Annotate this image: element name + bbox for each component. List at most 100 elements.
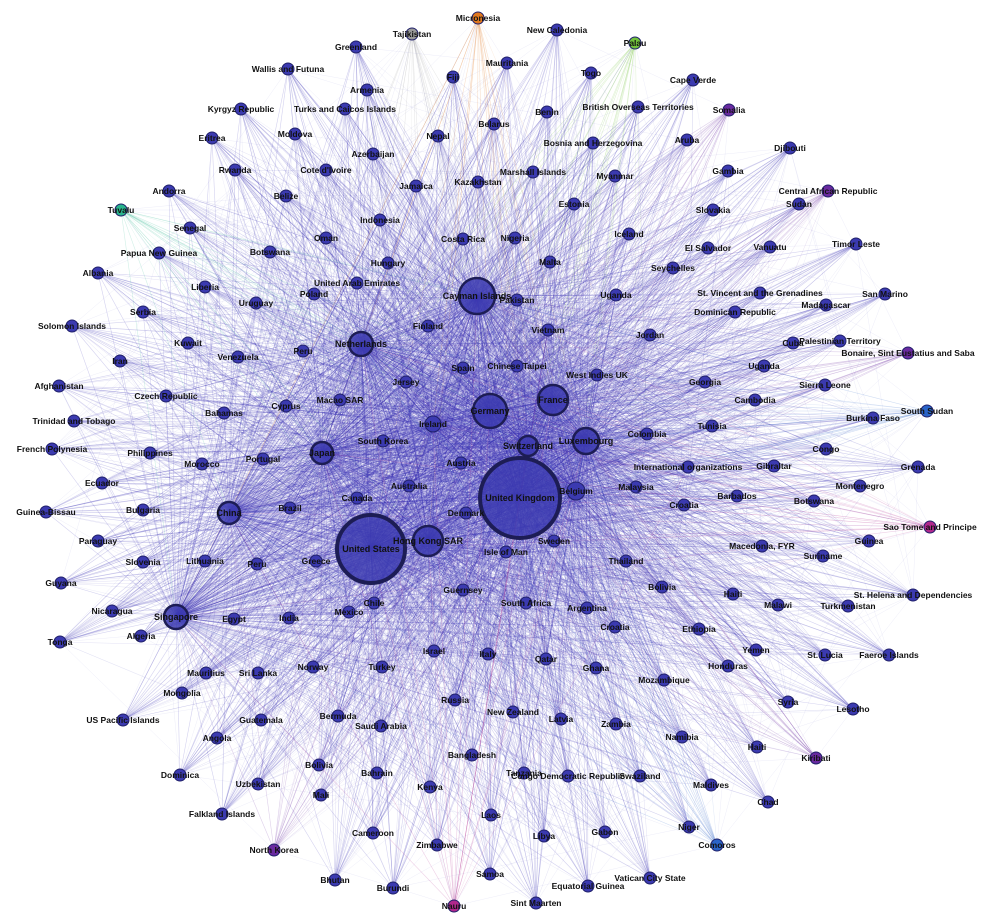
edge <box>370 262 389 550</box>
edge <box>427 17 479 542</box>
edge <box>506 62 554 401</box>
edge <box>370 135 439 550</box>
edge <box>462 329 549 369</box>
edge <box>360 343 429 542</box>
edge <box>547 209 714 331</box>
edge <box>370 123 495 550</box>
edge <box>175 106 639 618</box>
edge <box>321 299 518 454</box>
edge <box>387 262 491 412</box>
edge <box>506 62 587 442</box>
edge <box>489 294 617 412</box>
edge <box>187 342 616 628</box>
edge <box>142 311 383 668</box>
edge <box>168 190 518 367</box>
edge <box>427 111 548 542</box>
edge <box>476 295 587 442</box>
edge <box>204 286 554 401</box>
edge <box>355 46 462 464</box>
edge <box>234 169 362 345</box>
edge <box>649 334 685 506</box>
edge <box>427 238 464 542</box>
edge <box>727 170 738 497</box>
edge <box>575 147 791 492</box>
edge <box>211 137 648 435</box>
edge <box>355 46 362 345</box>
edge <box>71 133 296 327</box>
edge <box>289 262 389 509</box>
edge <box>355 46 434 425</box>
edge <box>596 334 651 376</box>
edge <box>387 262 434 425</box>
edge <box>325 169 372 550</box>
edge <box>339 106 639 401</box>
edge <box>294 133 527 604</box>
edge <box>360 171 534 345</box>
edge <box>549 261 689 468</box>
edge <box>432 139 688 425</box>
edge <box>462 238 491 412</box>
edge <box>477 17 555 542</box>
edge <box>59 293 886 643</box>
edge <box>234 169 736 313</box>
edge <box>427 123 495 542</box>
edge <box>432 123 495 425</box>
edge <box>489 79 694 412</box>
edge <box>189 227 429 542</box>
edge <box>552 190 829 401</box>
edge <box>427 238 464 542</box>
edge <box>122 237 516 721</box>
edge <box>585 203 800 442</box>
edge <box>211 137 529 447</box>
edge <box>285 195 537 904</box>
edge <box>553 342 794 542</box>
edge <box>476 72 592 297</box>
edge <box>489 175 616 412</box>
edge <box>575 79 694 492</box>
edge <box>360 209 714 345</box>
edge <box>506 62 577 492</box>
edge <box>325 135 439 239</box>
edge <box>325 237 554 401</box>
edge <box>489 237 516 412</box>
edge <box>211 137 577 492</box>
edge <box>516 299 587 442</box>
edge <box>460 243 857 464</box>
edge <box>432 237 516 425</box>
edge <box>427 17 479 542</box>
edge <box>175 247 709 618</box>
edge <box>360 238 464 345</box>
edge <box>269 251 587 442</box>
edge <box>489 123 495 412</box>
edge <box>321 123 495 454</box>
edge <box>321 295 478 454</box>
edge <box>321 109 730 454</box>
edge <box>585 109 730 442</box>
edge <box>234 169 429 542</box>
edge <box>355 46 434 425</box>
edge <box>408 185 417 487</box>
edge <box>255 302 362 345</box>
edge <box>637 106 648 435</box>
edge <box>73 33 413 422</box>
edge <box>325 169 372 550</box>
edge <box>575 293 886 492</box>
edge <box>552 109 730 401</box>
edge <box>382 42 636 442</box>
edge <box>321 325 429 454</box>
edge <box>462 246 771 369</box>
edge <box>476 295 529 447</box>
edge <box>432 42 636 425</box>
edge <box>527 311 736 447</box>
edge <box>228 89 368 514</box>
edge <box>356 142 594 499</box>
edge <box>382 233 630 442</box>
edge <box>228 299 518 514</box>
edge <box>168 190 429 327</box>
edge <box>382 311 736 442</box>
edge <box>287 68 529 447</box>
edge <box>325 237 718 846</box>
edge <box>360 237 516 345</box>
edge <box>476 175 616 297</box>
edge <box>408 171 534 487</box>
